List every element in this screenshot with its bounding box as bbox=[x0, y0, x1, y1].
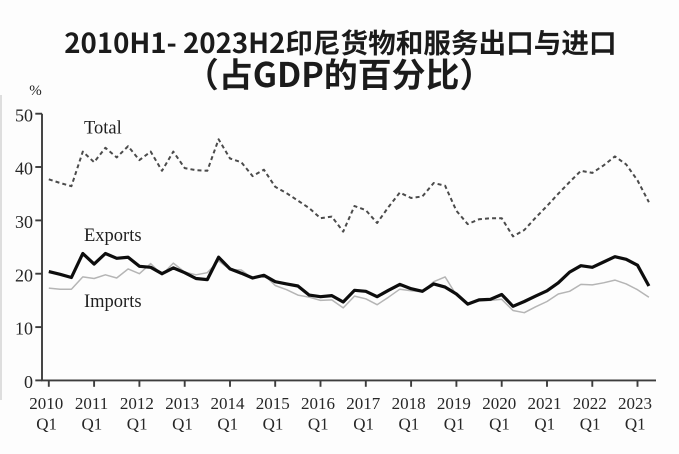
svg-text:Q1: Q1 bbox=[489, 415, 510, 434]
svg-text:2019: 2019 bbox=[437, 394, 471, 413]
svg-text:30: 30 bbox=[15, 212, 33, 232]
svg-text:40: 40 bbox=[15, 159, 33, 179]
svg-text:10: 10 bbox=[15, 319, 33, 339]
svg-text:2012: 2012 bbox=[120, 394, 154, 413]
svg-text:Imports: Imports bbox=[84, 292, 142, 312]
svg-text:%: % bbox=[29, 83, 42, 99]
svg-text:Q1: Q1 bbox=[399, 415, 420, 434]
svg-text:2016: 2016 bbox=[301, 394, 335, 413]
svg-text:Q1: Q1 bbox=[625, 415, 646, 434]
svg-text:2010: 2010 bbox=[29, 394, 63, 413]
svg-text:Exports: Exports bbox=[84, 226, 142, 246]
svg-text:Q1: Q1 bbox=[353, 415, 374, 434]
svg-text:2015: 2015 bbox=[256, 394, 290, 413]
svg-text:20: 20 bbox=[15, 265, 33, 285]
svg-text:2022: 2022 bbox=[573, 394, 607, 413]
svg-text:2017: 2017 bbox=[346, 394, 381, 413]
svg-text:2018: 2018 bbox=[392, 394, 426, 413]
svg-text:Q1: Q1 bbox=[172, 415, 193, 434]
svg-text:2023: 2023 bbox=[618, 394, 652, 413]
svg-text:Q1: Q1 bbox=[217, 415, 238, 434]
svg-text:Q1: Q1 bbox=[444, 415, 465, 434]
svg-text:Total: Total bbox=[84, 119, 122, 139]
svg-text:Q1: Q1 bbox=[127, 415, 148, 434]
svg-text:Q1: Q1 bbox=[308, 415, 329, 434]
svg-text:2021: 2021 bbox=[528, 394, 562, 413]
svg-text:2014: 2014 bbox=[211, 394, 246, 413]
svg-text:Q1: Q1 bbox=[36, 415, 57, 434]
svg-text:2020: 2020 bbox=[482, 394, 516, 413]
svg-text:Q1: Q1 bbox=[82, 415, 103, 434]
svg-text:2011: 2011 bbox=[75, 394, 108, 413]
svg-text:Q1: Q1 bbox=[580, 415, 601, 434]
svg-text:Q1: Q1 bbox=[534, 415, 555, 434]
svg-text:50: 50 bbox=[15, 105, 33, 125]
svg-text:Q1: Q1 bbox=[263, 415, 284, 434]
svg-text:0: 0 bbox=[24, 372, 33, 392]
svg-text:2013: 2013 bbox=[165, 394, 199, 413]
